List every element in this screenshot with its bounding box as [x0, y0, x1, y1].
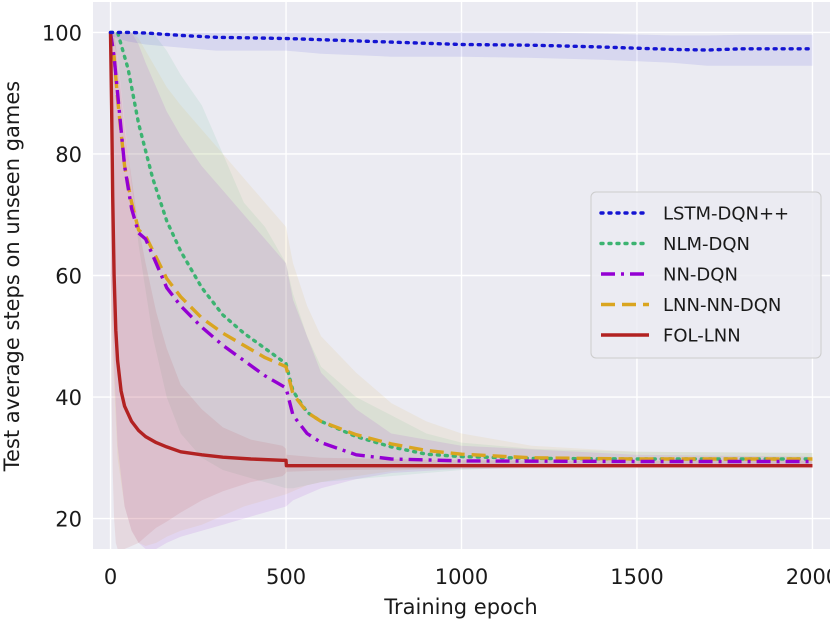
y-tick-label: 20	[55, 508, 82, 532]
legend-label-nlm-dqn: NLM-DQN	[663, 234, 750, 255]
y-tick-label: 80	[55, 143, 82, 167]
nn-dqn-band	[110, 32, 813, 549]
y-tick-label: 100	[42, 21, 82, 45]
series-lines	[108, 30, 815, 468]
x-axis-ticks: 0 500 1000 1500 2000	[104, 565, 830, 589]
lnn-nn-dqn-band	[110, 32, 813, 546]
confidence-bands	[110, 32, 813, 549]
legend: LSTM-DQN++ NLM-DQN NN-DQN LNN-NN-DQN FOL-LNN	[590, 191, 822, 359]
lnn-nn-dqn-line	[108, 32, 813, 461]
y-tick-label: 60	[55, 265, 82, 289]
nlm-dqn-band	[110, 32, 813, 489]
legend-label-lnn-nn-dqn: LNN-NN-DQN	[663, 295, 781, 316]
x-tick-label: 1000	[435, 565, 488, 589]
lstm-dqn-band	[110, 32, 813, 66]
nlm-dqn-line	[108, 30, 815, 461]
legend-label-fol-lnn: FOL-LNN	[663, 326, 741, 347]
x-axis-title: Training epoch	[383, 595, 538, 619]
y-tick-label: 40	[55, 386, 82, 410]
legend-label-nn-dqn: NN-DQN	[663, 265, 738, 286]
y-axis-title: Test average steps on unseen games	[0, 81, 24, 472]
y-axis-ticks: 20 40 60 80 100	[42, 21, 82, 531]
x-tick-label: 1500	[610, 565, 663, 589]
legend-frame	[590, 191, 822, 359]
fol-lnn-line	[108, 32, 813, 468]
x-tick-label: 2000	[786, 565, 830, 589]
legend-label-lstm-dqn: LSTM-DQN++	[663, 204, 789, 225]
lstm-dqn-line	[108, 30, 815, 52]
fol-lnn-band	[110, 32, 813, 549]
x-tick-label: 500	[266, 565, 306, 589]
x-tick-label: 0	[104, 565, 117, 589]
gridlines	[93, 2, 830, 549]
